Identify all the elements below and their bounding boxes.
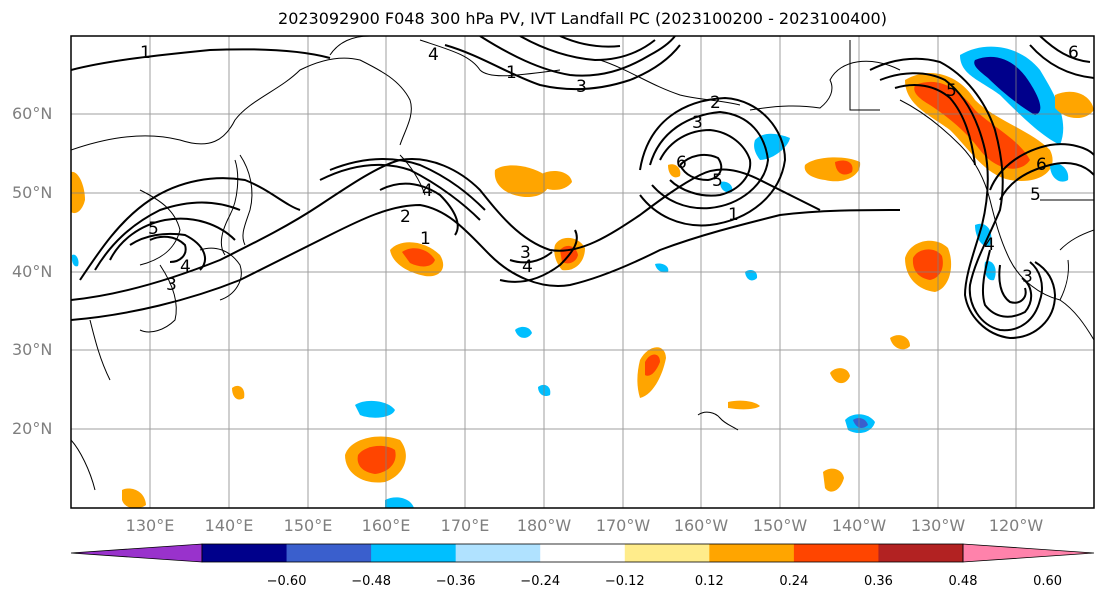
contour-label: 1 — [728, 205, 739, 225]
lon-label: 120°W — [988, 516, 1044, 535]
lon-label: 130°W — [910, 516, 966, 535]
map-frame — [70, 35, 1095, 509]
lon-label: 170°W — [595, 516, 651, 535]
contour-label: 6 — [676, 153, 687, 173]
lat-label-20n: 20°N — [12, 419, 53, 438]
pv-contours — [71, 36, 1094, 340]
contour-label: 5 — [1030, 185, 1041, 205]
map-title: 2023092900 F048 300 hPa PV, IVT Landfall… — [278, 9, 887, 28]
contour-label: 4 — [422, 181, 433, 201]
lon-label: 160°E — [361, 516, 411, 535]
contour-label: 5 — [712, 171, 723, 191]
lon-label: 130°E — [125, 516, 175, 535]
contour-label: 3 — [520, 243, 531, 263]
colorbar-tick-label: −0.60 — [266, 574, 307, 589]
colorbar-tick-label: 0.48 — [948, 574, 978, 589]
coastlines — [71, 36, 1094, 491]
lon-label: 140°E — [204, 516, 254, 535]
colorbar-tick-label: 0.36 — [863, 574, 893, 589]
lon-label: 170°E — [440, 516, 490, 535]
contour-label: 1 — [420, 229, 431, 249]
colorbar-tick-label: 0.24 — [779, 574, 809, 589]
lon-label: 150°E — [283, 516, 333, 535]
contour-label: 5 — [946, 81, 957, 101]
lon-label: 180°W — [516, 516, 572, 535]
contour-label: 4 — [984, 235, 995, 255]
lon-label: 150°W — [752, 516, 808, 535]
contour-label: 1 — [506, 63, 517, 83]
lat-label-40n: 40°N — [12, 262, 53, 281]
contour-label: 3 — [1022, 267, 1033, 287]
contour-label: 2 — [710, 93, 721, 113]
contour-label: 3 — [166, 275, 177, 295]
lat-label-50n: 50°N — [12, 183, 53, 202]
contour-label: 5 — [148, 219, 159, 239]
contour-label: 6 — [1068, 43, 1079, 63]
colorbar-tick-label: −0.48 — [351, 574, 392, 589]
colorbar-tick-label: −0.36 — [435, 574, 476, 589]
contour-label: 4 — [428, 45, 439, 65]
contour-label: 1 — [140, 43, 151, 63]
lat-label-30n: 30°N — [12, 340, 53, 359]
contour-label: 3 — [576, 77, 587, 97]
contour-label: 2 — [400, 207, 411, 227]
colorbar-tick-label: 0.60 — [1033, 574, 1063, 589]
lon-label: 140°W — [831, 516, 887, 535]
contour-label: 6 — [1036, 155, 1047, 175]
lon-label: 160°W — [673, 516, 729, 535]
lat-label-60n: 60°N — [12, 104, 53, 123]
contour-labels: 1 4 5 4 3 4 2 1 3 4 2 3 6 5 1 1 3 6 5 6 … — [140, 43, 1079, 295]
contour-label: 3 — [692, 113, 703, 133]
colorbar-tick-label: 0.12 — [694, 574, 724, 589]
contour-label: 4 — [522, 257, 533, 277]
colorbar-tick-label: −0.12 — [604, 574, 645, 589]
colorbar-tick-label: −0.24 — [520, 574, 561, 589]
contour-label: 4 — [180, 257, 191, 277]
